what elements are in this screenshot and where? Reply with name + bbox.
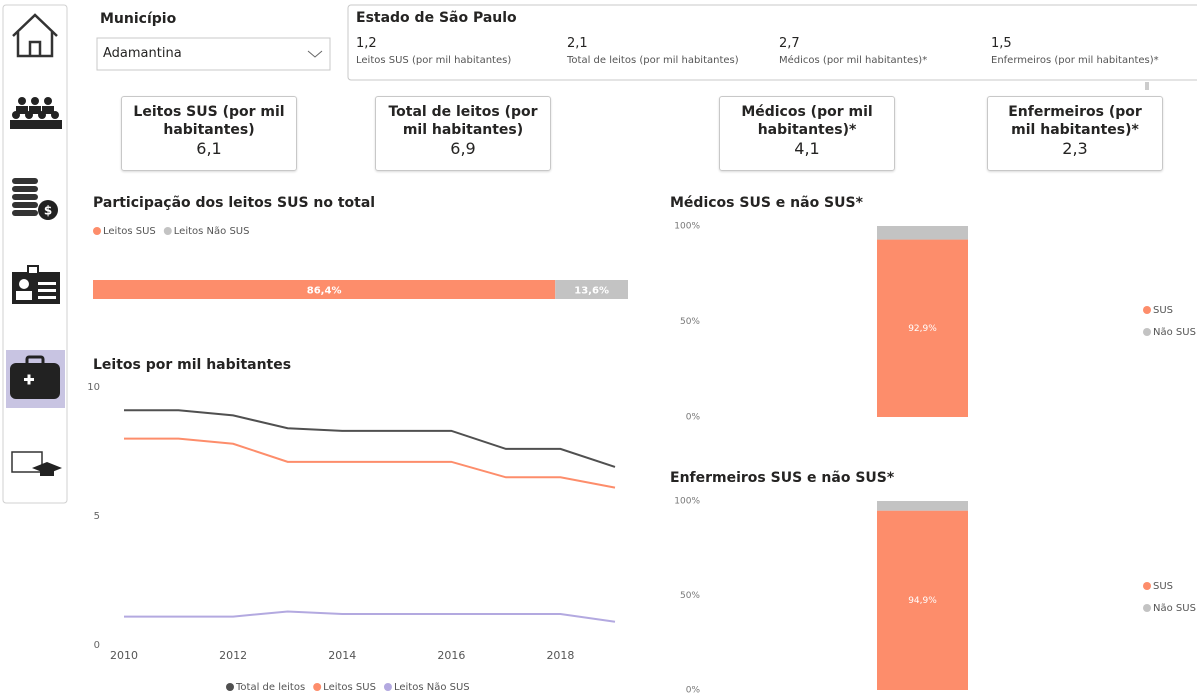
kpi-card: Total de leitos (por mil habitantes) 6,9 [375, 96, 551, 171]
kpi-value: 6,1 [196, 139, 222, 158]
legend-swatch [1143, 582, 1151, 590]
y-tick-label: 0% [686, 686, 701, 695]
bar-segment [93, 280, 556, 299]
bar-segment [877, 510, 968, 690]
y-tick-label: 100% [674, 222, 700, 232]
legend-swatch [1143, 328, 1151, 336]
legend-swatch [93, 227, 101, 235]
filter-label: Município [100, 11, 177, 27]
y-tick-label: 50% [680, 317, 700, 327]
filter-value[interactable]: Adamantina [103, 46, 182, 61]
kpi-label: Total de leitos (por mil habitantes) [388, 104, 538, 138]
state-value: 2,1 [567, 36, 588, 51]
y-tick-label: 100% [674, 497, 700, 507]
kpi-card: Enfermeiros (por mil habitantes)* 2,3 [987, 96, 1163, 171]
bar-segment [877, 501, 968, 511]
nav-home[interactable] [12, 13, 58, 58]
data-label: 13,6% [574, 286, 609, 297]
sidebar [2, 4, 68, 504]
legend-label: Leitos Não SUS [174, 226, 250, 237]
state-value: 1,2 [356, 36, 377, 51]
bar-segment [877, 226, 968, 240]
state-label: Leitos SUS (por mil habitantes) [356, 55, 512, 66]
line-series [124, 437, 616, 489]
line-series [124, 409, 616, 468]
data-label: 94,9% [908, 596, 937, 606]
kpi-value: 2,3 [1062, 139, 1088, 158]
legend-label: SUS [1153, 305, 1173, 316]
dropdown-arrow [307, 50, 323, 58]
state-value: 2,7 [779, 36, 800, 51]
x-tick-label: 2018 [546, 649, 574, 662]
legend-swatch [163, 227, 172, 235]
x-tick-label: 2016 [437, 649, 465, 662]
data-label: 92,9% [908, 324, 937, 334]
x-tick-label: 2014 [328, 649, 356, 662]
legend-swatch [1143, 604, 1151, 612]
state-label: Total de leitos (por mil habitantes) [567, 55, 739, 66]
y-tick-label: 5 [94, 511, 100, 522]
legend-label: Leitos SUS [103, 226, 156, 237]
nav-finance[interactable]: $ [12, 178, 58, 220]
legend-swatch [226, 683, 234, 691]
kpi-value: 4,1 [794, 139, 820, 158]
legend-label: Não SUS [1153, 327, 1196, 338]
nav-population[interactable] [10, 97, 62, 129]
state-label: Enfermeiros (por mil habitantes)* [991, 55, 1159, 66]
bar-segment [555, 280, 628, 299]
x-tick-label: 2010 [110, 649, 138, 662]
chart-title: Enfermeiros SUS e não SUS* [670, 470, 895, 486]
x-tick-label: 2012 [219, 649, 247, 662]
scroll-marker [1145, 82, 1149, 90]
nav-health[interactable] [10, 355, 60, 399]
legend-label: Leitos Não SUS [394, 682, 470, 693]
y-tick-label: 50% [680, 591, 700, 601]
y-tick-label: 0% [686, 413, 701, 423]
legend-label: Leitos SUS [323, 682, 376, 693]
nav-professionals[interactable] [12, 265, 60, 304]
dropdown-box[interactable] [96, 37, 331, 71]
state-value: 1,5 [991, 36, 1012, 51]
kpi-card: Médicos (por mil habitantes)* 4,1 [719, 96, 895, 171]
kpi-value: 6,9 [450, 139, 476, 158]
kpi-card: Leitos SUS (por mil habitantes) 6,1 [121, 96, 297, 171]
state-title: Estado de São Paulo [356, 10, 517, 26]
legend-swatch [1143, 306, 1151, 314]
data-label: 86,4% [307, 286, 342, 297]
kpi-label: Enfermeiros (por mil habitantes)* [1008, 104, 1142, 138]
legend-label: Total de leitos [235, 682, 305, 693]
state-card [347, 4, 1197, 81]
chart-title: Participação dos leitos SUS no total [93, 195, 375, 211]
kpi-label: Médicos (por mil habitantes)* [741, 104, 873, 138]
chart-title: Leitos por mil habitantes [93, 357, 291, 373]
bar-segment [877, 239, 968, 417]
nav-education[interactable] [11, 451, 62, 476]
svg-text:$: $ [44, 204, 52, 218]
legend-label: SUS [1153, 581, 1173, 592]
kpi-label: Leitos SUS (por mil habitantes) [133, 104, 285, 138]
state-label: Médicos (por mil habitantes)* [779, 55, 928, 66]
legend-swatch [313, 683, 322, 691]
y-tick-label: 0 [94, 640, 100, 651]
line-series [124, 610, 616, 623]
legend-label: Não SUS [1153, 603, 1196, 614]
chart-title: Médicos SUS e não SUS* [670, 195, 864, 211]
legend-swatch [383, 683, 392, 691]
y-tick-label: 10 [87, 382, 100, 393]
